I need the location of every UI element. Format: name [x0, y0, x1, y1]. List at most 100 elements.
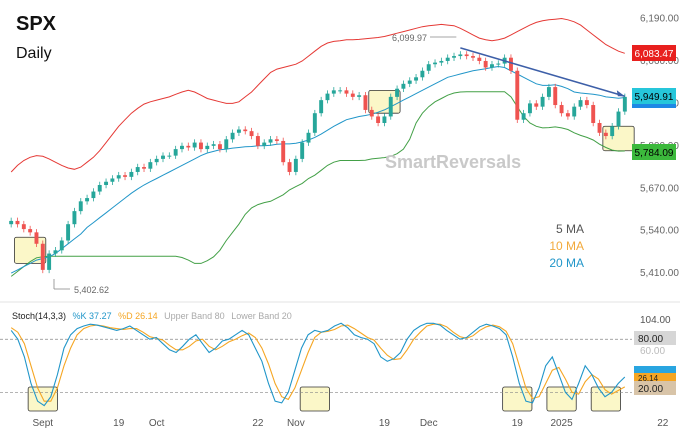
svg-text:80.00: 80.00	[638, 334, 663, 345]
candle-body-91	[584, 100, 589, 106]
candle-body-68	[439, 60, 444, 63]
stoch-tick-104: 104.00	[640, 315, 671, 326]
candle-body-3	[28, 229, 33, 233]
candle-39	[255, 132, 260, 150]
candle-body-79	[508, 57, 513, 71]
candle-body-24	[161, 155, 165, 159]
candle-28	[186, 142, 191, 151]
x-tick-2: Oct	[149, 418, 165, 429]
x-tick-5: 19	[379, 418, 391, 429]
candle-body-29	[192, 142, 197, 148]
upper-bollinger-line	[10, 17, 625, 173]
candle-3	[28, 225, 33, 236]
stoch-d-label: %D 26.14	[118, 311, 158, 321]
candle-body-45	[293, 158, 298, 172]
candle-76	[490, 60, 494, 71]
stoch-k-line	[10, 322, 626, 407]
y-tick-0: 6,190.00	[640, 14, 679, 25]
candle-21	[142, 163, 146, 172]
symbol-title: SPX	[16, 13, 57, 35]
candle-body-69	[445, 57, 450, 61]
candle-2	[21, 220, 26, 233]
candle-body-30	[198, 142, 203, 150]
candle-body-37	[243, 129, 248, 132]
candle-body-1	[15, 220, 20, 225]
badge-upper-band: 6,083.47	[632, 45, 676, 61]
candle-body-89	[572, 106, 577, 117]
stoch-tick-60: 60.00	[640, 346, 665, 357]
high-annotation: 6,099.97	[392, 33, 427, 43]
x-tick-4: Nov	[287, 418, 305, 429]
candle-body-28	[186, 145, 191, 148]
candle-body-35	[230, 132, 235, 140]
stoch-lower-label: Lower Band 20	[231, 311, 292, 321]
candle-body-60	[388, 96, 393, 117]
legend-10ma: 10 MA	[549, 239, 584, 253]
legend-20ma: 20 MA	[549, 256, 584, 270]
candle-body-31	[205, 145, 210, 150]
candle-17	[116, 171, 121, 182]
candle-20	[135, 163, 140, 176]
candle-body-19	[129, 171, 134, 177]
candle-body-87	[559, 105, 564, 114]
candle-87	[559, 101, 564, 117]
candle-6	[47, 250, 52, 274]
candle-body-36	[236, 129, 241, 133]
candle-body-83	[534, 103, 539, 107]
candle-40	[262, 139, 267, 150]
ma20-line	[10, 65, 625, 274]
candle-body-57	[369, 109, 374, 117]
candle-body-7	[53, 250, 58, 254]
candle-body-2	[21, 224, 26, 230]
candle-body-12	[85, 198, 90, 202]
candle-body-23	[154, 158, 159, 163]
x-tick-3: 22	[252, 418, 264, 429]
candle-18	[123, 171, 128, 181]
stoch-upper-label: Upper Band 80	[164, 311, 225, 321]
y-tick-6: 5,410.00	[640, 268, 679, 279]
x-tick-6: Dec	[420, 418, 438, 429]
candle-body-51	[331, 90, 336, 94]
candle-32	[211, 140, 216, 150]
candle-body-75	[483, 60, 488, 68]
candle-33	[217, 140, 222, 153]
candle-22	[148, 158, 153, 172]
candle-body-71	[458, 54, 463, 57]
highlight-box-2	[602, 125, 635, 152]
candle-body-66	[426, 64, 431, 71]
candle-body-56	[363, 95, 368, 110]
candle-body-77	[496, 63, 501, 65]
candle-body-59	[382, 116, 387, 123]
candle-26	[173, 145, 178, 159]
candle-body-49	[319, 100, 324, 114]
candle-15	[104, 178, 109, 189]
candle-body-73	[471, 56, 475, 58]
x-tick-9: 22	[657, 418, 669, 429]
candle-body-54	[350, 93, 355, 97]
candle-body-61	[395, 88, 400, 97]
candle-body-27	[180, 145, 184, 150]
candle-96	[616, 108, 621, 130]
candle-71	[458, 51, 463, 60]
candle-body-18	[123, 175, 128, 177]
candle-36	[236, 126, 241, 137]
candle-body-97	[622, 96, 627, 112]
candle-body-80	[515, 70, 520, 120]
x-tick-0: Sept	[33, 418, 54, 429]
candle-0	[9, 217, 14, 228]
candle-body-43	[281, 140, 286, 163]
candle-92	[591, 101, 596, 127]
stoch-header: Stoch(14,3,3) %K 37.27 %D 26.14 Upper Ba…	[12, 311, 292, 321]
candle-37	[243, 126, 248, 135]
candle-89	[572, 103, 577, 120]
candle-body-32	[211, 144, 216, 146]
candle-75	[483, 57, 488, 71]
candle-body-72	[464, 54, 469, 57]
candle-body-94	[603, 132, 608, 137]
candle-80	[515, 67, 520, 123]
candle-57	[369, 106, 374, 120]
stoch-k-label: %K 37.27	[73, 311, 112, 321]
candle-25	[167, 152, 172, 159]
candle-62	[401, 80, 406, 92]
